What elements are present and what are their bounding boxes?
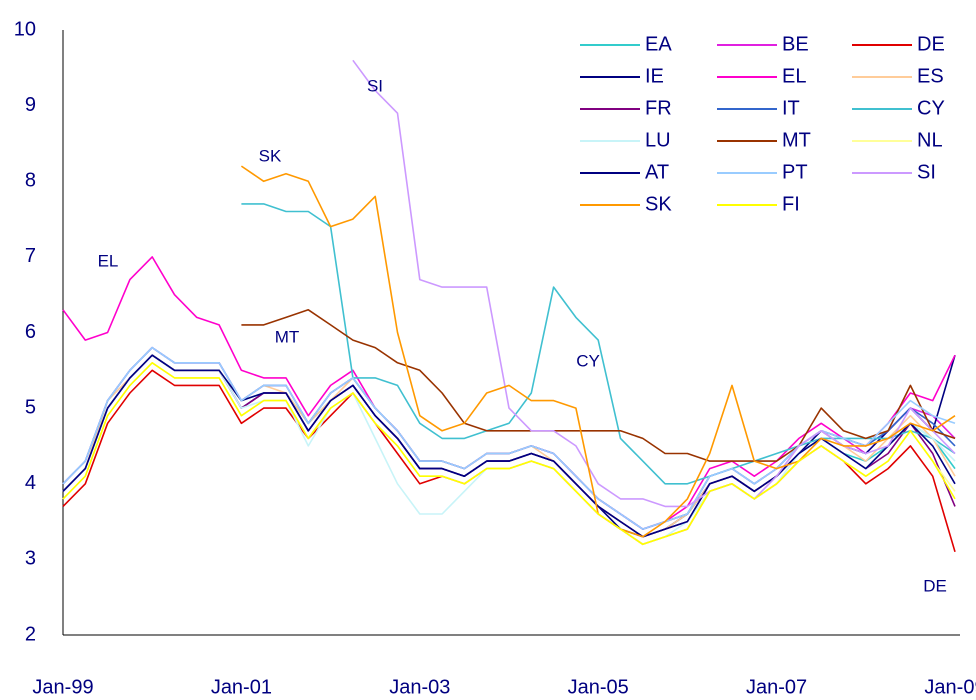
annotation: CY [576, 351, 600, 370]
series-line [62, 354, 956, 538]
annotation: MT [275, 327, 300, 346]
series-line [352, 59, 956, 508]
y-tick-label: 3 [25, 548, 36, 570]
series-line [62, 256, 956, 530]
annotation: SI [367, 76, 383, 95]
legend-label: IE [645, 65, 664, 87]
y-tick-label: 2 [25, 623, 36, 645]
x-tick-label: Jan-99 [32, 676, 93, 698]
x-tick-label: Jan-07 [746, 676, 807, 698]
y-tick-label: 4 [25, 472, 36, 494]
y-tick-label: 7 [25, 245, 36, 267]
legend-label: SK [645, 193, 672, 215]
legend-label: LU [645, 129, 671, 151]
y-tick-label: 6 [25, 321, 36, 343]
legend-label: SI [917, 161, 936, 183]
legend-label: DE [917, 33, 945, 55]
legend-label: CY [917, 97, 945, 119]
annotation: DE [923, 576, 947, 595]
series-line [62, 362, 956, 546]
legend-label: EA [645, 33, 672, 55]
legend-label: AT [645, 161, 669, 183]
y-tick-label: 8 [25, 170, 36, 192]
series-line [241, 309, 956, 462]
y-tick-label: 5 [25, 396, 36, 418]
y-tick-label: 9 [25, 94, 36, 116]
x-tick-label: Jan-03 [389, 676, 450, 698]
legend-label: PT [782, 161, 808, 183]
legend-label: MT [782, 129, 811, 151]
legend-label: IT [782, 97, 800, 119]
x-tick-label: Jan-09 [924, 676, 976, 698]
series-line [62, 354, 956, 546]
legend-label: EL [782, 65, 806, 87]
annotation: EL [98, 251, 119, 270]
y-tick-label: 10 [14, 18, 36, 40]
legend-label: BE [782, 33, 809, 55]
legend-label: FR [645, 97, 672, 119]
legend-label: ES [917, 65, 944, 87]
x-tick-label: Jan-01 [211, 676, 272, 698]
series-line [241, 203, 956, 485]
x-tick-label: Jan-05 [568, 676, 629, 698]
annotation: SK [259, 146, 282, 165]
legend-label: NL [917, 129, 943, 151]
legend-label: FI [782, 193, 800, 215]
